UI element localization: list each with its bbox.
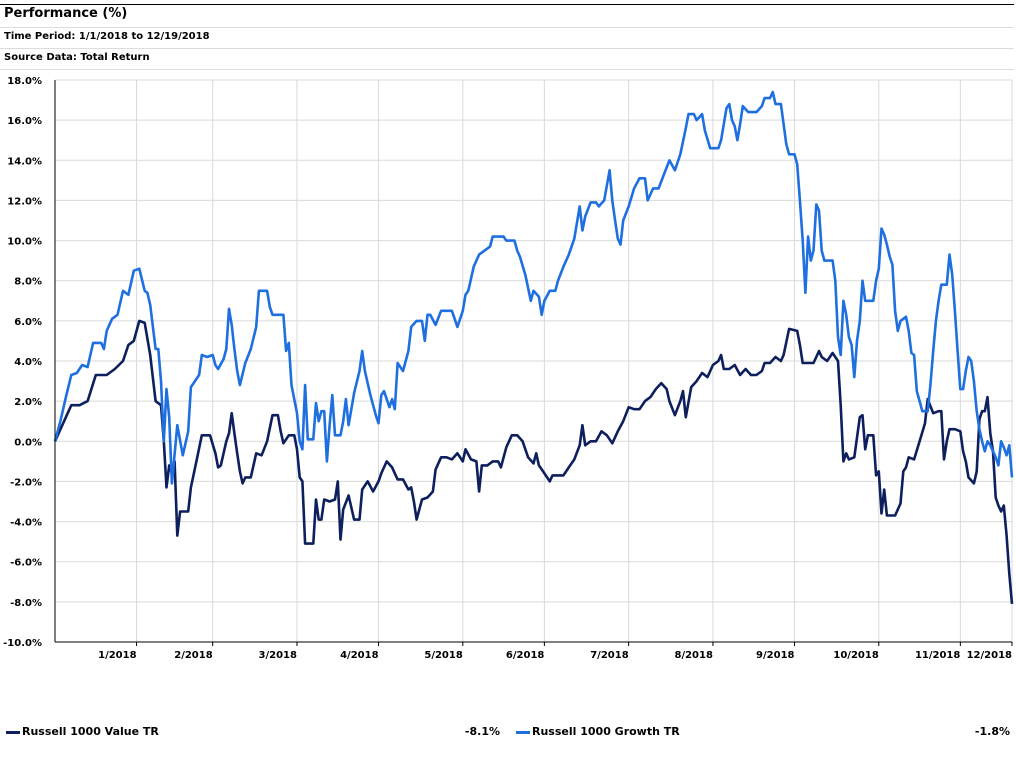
series-line-growth (53, 90, 1014, 485)
series-lines (53, 90, 1014, 605)
x-tick-label: 1/2018 (98, 650, 136, 661)
y-tick-label: 18.0% (7, 76, 42, 87)
x-tick-label: 11/2018 (915, 650, 960, 661)
y-tick-label: 8.0% (14, 277, 42, 288)
time-period-label: Time Period: 1/1/2018 to 12/19/2018 (4, 31, 210, 42)
top-rule (0, 4, 1014, 5)
legend-return-growth: -1.8% (974, 725, 1010, 738)
y-tick-label: 16.0% (7, 116, 42, 127)
y-tick-label: -10.0% (3, 638, 42, 649)
y-tick-label: 14.0% (7, 156, 42, 167)
x-tick-label: 2/2018 (174, 650, 212, 661)
page-title: Performance (%) (4, 6, 128, 21)
x-tick-label: 5/2018 (424, 650, 462, 661)
y-tick-label: 2.0% (14, 397, 42, 408)
series-line-value (53, 319, 1014, 605)
x-tick-label: 7/2018 (590, 650, 628, 661)
legend-label-value: Russell 1000 Value TR (22, 725, 159, 738)
y-tick-label: 4.0% (14, 357, 42, 368)
x-tick-label: 12/2018 (967, 650, 1012, 661)
x-tick-label: 3/2018 (259, 650, 297, 661)
divider (0, 69, 1014, 70)
y-tick-label: -6.0% (10, 558, 42, 569)
performance-line-chart: -10.0% -8.0% -6.0% -4.0% -2.0% 0.0% 2.0% 4.0% 6.… (3, 76, 1014, 661)
legend-label-growth: Russell 1000 Growth TR (532, 725, 680, 738)
source-data-label: Source Data: Total Return (4, 52, 150, 63)
divider (0, 48, 1014, 49)
legend-return-value: -8.1% (464, 725, 500, 738)
y-tick-label: 6.0% (14, 317, 42, 328)
y-tick-label: -2.0% (10, 477, 42, 488)
axes: -10.0% -8.0% -6.0% -4.0% -2.0% 0.0% 2.0% 4.0% 6.… (3, 76, 1013, 661)
legend-swatch-growth (516, 731, 530, 734)
legend-swatch-value (6, 731, 20, 734)
x-tick-label: 4/2018 (340, 650, 378, 661)
y-tick-label: 10.0% (7, 237, 42, 248)
gridlines (55, 79, 1013, 643)
y-tick-label: -4.0% (10, 518, 42, 529)
x-tick-label: 10/2018 (833, 650, 878, 661)
x-tick-label: 8/2018 (674, 650, 712, 661)
y-tick-label: 12.0% (7, 196, 42, 207)
x-tick-label: 6/2018 (506, 650, 544, 661)
y-tick-label: -8.0% (10, 598, 42, 609)
y-tick-label: 0.0% (14, 437, 42, 448)
divider (0, 27, 1014, 28)
x-tick-label: 9/2018 (756, 650, 794, 661)
